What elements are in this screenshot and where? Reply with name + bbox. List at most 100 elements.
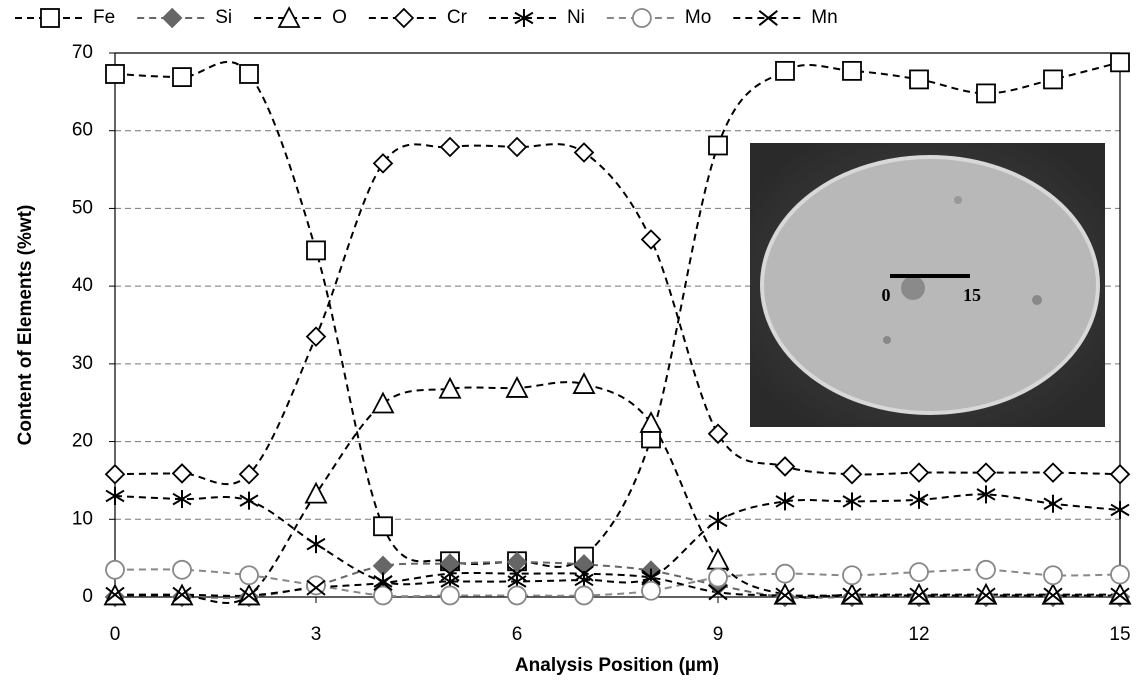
marker-stroke bbox=[842, 587, 862, 604]
marker bbox=[976, 83, 996, 104]
marker bbox=[305, 326, 327, 347]
marker bbox=[976, 485, 996, 504]
marker bbox=[774, 456, 796, 477]
marker-stroke bbox=[708, 514, 728, 528]
marker-stroke bbox=[1110, 587, 1130, 604]
marker bbox=[1042, 462, 1064, 483]
marker-stroke bbox=[1110, 503, 1130, 517]
marker bbox=[306, 535, 326, 554]
marker bbox=[641, 580, 661, 601]
x-tick-label: 9 bbox=[713, 624, 724, 645]
marker bbox=[277, 6, 301, 28]
inset-spot bbox=[883, 336, 891, 344]
marker bbox=[708, 135, 728, 156]
marker bbox=[976, 559, 996, 580]
y-tick-label: 50 bbox=[72, 197, 93, 218]
marker bbox=[172, 586, 192, 603]
marker bbox=[172, 67, 192, 87]
marker bbox=[640, 229, 662, 250]
marker bbox=[574, 585, 594, 606]
y-tick-label: 70 bbox=[72, 42, 93, 63]
marker-stroke bbox=[775, 587, 795, 604]
legend-item: O bbox=[254, 6, 347, 28]
marker-stroke bbox=[842, 495, 862, 508]
marker bbox=[239, 64, 259, 84]
marker bbox=[908, 462, 930, 483]
legend-item: Cr bbox=[368, 7, 468, 29]
legend-item: Mo bbox=[606, 7, 711, 28]
series-line bbox=[114, 568, 1121, 598]
marker-stroke bbox=[514, 11, 534, 25]
marker-stroke bbox=[574, 565, 594, 582]
legend-item: Fe bbox=[15, 7, 115, 28]
series-line bbox=[114, 493, 1121, 586]
marker-stroke bbox=[775, 495, 795, 508]
series-line bbox=[114, 571, 1120, 597]
marker-stroke bbox=[440, 565, 460, 582]
marker-stroke bbox=[708, 584, 728, 601]
marker bbox=[775, 492, 795, 511]
marker bbox=[507, 585, 527, 606]
marker-stroke bbox=[909, 587, 929, 604]
marker bbox=[372, 555, 394, 577]
marker-stroke bbox=[172, 586, 192, 603]
marker-stroke bbox=[239, 494, 259, 507]
marker-stroke bbox=[976, 587, 996, 604]
legend-label: O bbox=[332, 7, 347, 28]
marker bbox=[1109, 463, 1131, 485]
marker bbox=[438, 376, 462, 399]
marker bbox=[393, 7, 415, 29]
marker bbox=[574, 565, 594, 582]
legend-label: Mn bbox=[811, 7, 837, 28]
marker bbox=[239, 587, 259, 604]
y-tick-label: 10 bbox=[72, 508, 93, 529]
marker bbox=[514, 9, 534, 27]
y-tick-label: 20 bbox=[72, 431, 93, 452]
marker bbox=[1043, 565, 1063, 586]
marker-stroke bbox=[306, 579, 326, 596]
legend-label: Mo bbox=[685, 7, 711, 28]
y-tick-label: 0 bbox=[82, 586, 93, 607]
inset-spot bbox=[901, 276, 925, 300]
inset-label: 15 bbox=[963, 285, 981, 305]
marker bbox=[506, 551, 528, 573]
marker bbox=[171, 463, 193, 484]
marker bbox=[841, 463, 863, 485]
marker bbox=[105, 64, 125, 84]
marker bbox=[372, 153, 394, 174]
marker bbox=[707, 423, 729, 445]
marker bbox=[909, 587, 929, 604]
marker bbox=[373, 575, 393, 591]
marker bbox=[842, 565, 862, 586]
marker bbox=[306, 579, 326, 596]
marker bbox=[573, 142, 595, 163]
x-axis-label: Analysis Position (µm) bbox=[515, 655, 719, 676]
marker bbox=[909, 490, 929, 509]
legend-item: Si bbox=[137, 7, 232, 29]
marker bbox=[708, 567, 728, 588]
legend-label: Cr bbox=[447, 7, 468, 28]
marker bbox=[975, 462, 997, 483]
marker-stroke bbox=[373, 575, 393, 591]
marker bbox=[439, 136, 461, 158]
marker bbox=[1110, 500, 1130, 519]
marker bbox=[507, 565, 527, 582]
marker bbox=[1110, 564, 1130, 585]
marker-stroke bbox=[976, 488, 996, 501]
marker-stroke bbox=[105, 489, 125, 503]
marker bbox=[639, 410, 663, 433]
marker bbox=[306, 575, 326, 596]
marker bbox=[239, 491, 259, 510]
inset-spot bbox=[1032, 295, 1042, 305]
marker-stroke bbox=[239, 587, 259, 604]
marker bbox=[775, 587, 795, 604]
inset-particle bbox=[760, 155, 1100, 415]
marker-stroke bbox=[306, 537, 326, 551]
marker bbox=[842, 587, 862, 604]
legend: Fe Si O Cr Ni Mo Mn bbox=[15, 6, 838, 29]
marker bbox=[775, 563, 795, 584]
marker bbox=[172, 559, 192, 580]
marker bbox=[842, 492, 862, 511]
